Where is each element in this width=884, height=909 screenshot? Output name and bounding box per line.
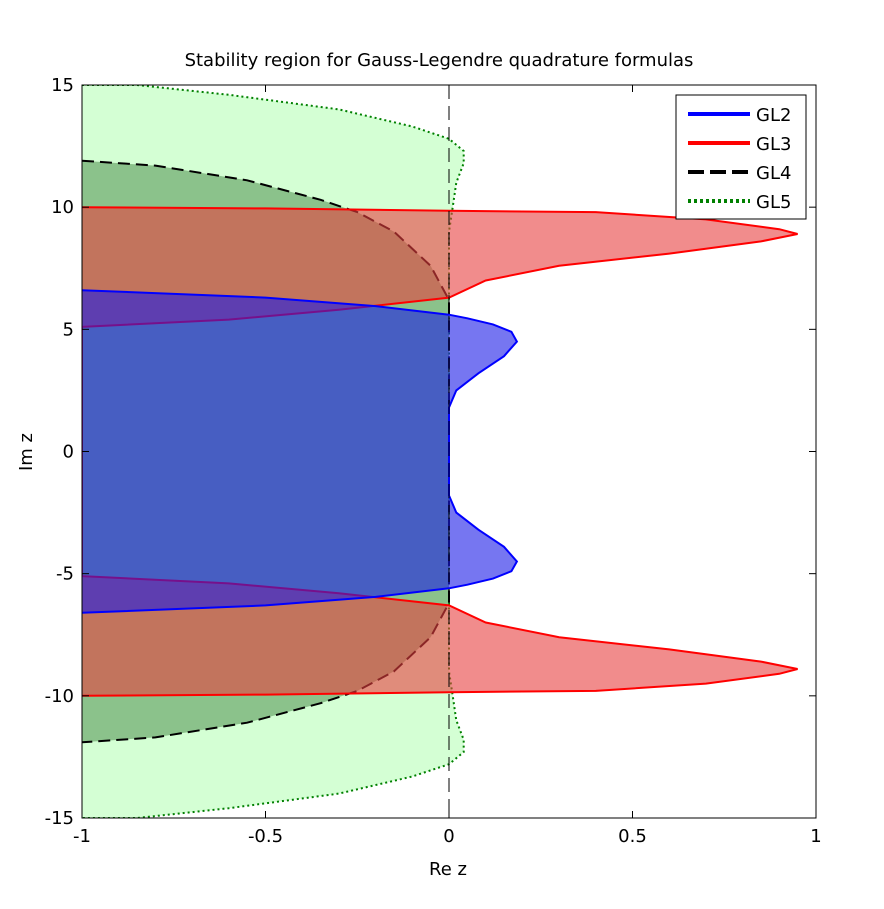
y-tick-label: 0 bbox=[63, 442, 74, 463]
gl2-region-fill bbox=[82, 290, 517, 613]
gl5-boundary-line bbox=[82, 85, 465, 818]
y-tick-label: 5 bbox=[63, 319, 74, 340]
x-tick-label: 0.5 bbox=[618, 826, 647, 847]
y-axis-label: Im z bbox=[16, 433, 37, 471]
y-tick-label: 15 bbox=[51, 75, 74, 96]
legend-label-gl5: GL5 bbox=[756, 192, 791, 213]
x-tick-label: 1 bbox=[810, 826, 821, 847]
x-tick-label: 0 bbox=[443, 826, 454, 847]
y-tick-label: -10 bbox=[45, 686, 74, 707]
axis-ticks: -1 -0.5 0 0.5 1 -15 -10 -5 0 5 10 15 bbox=[45, 75, 822, 847]
gl3-boundary-line bbox=[82, 206, 798, 697]
x-tick-label: -1 bbox=[73, 826, 91, 847]
legend-label-gl2: GL2 bbox=[756, 105, 791, 126]
x-axis-label: Re z bbox=[429, 859, 467, 880]
y-tick-label: 10 bbox=[51, 197, 74, 218]
x-tick-label: -0.5 bbox=[248, 826, 283, 847]
gl3-region-fill bbox=[82, 207, 798, 696]
stability-regions bbox=[82, 85, 798, 818]
y-tick-label: -15 bbox=[45, 808, 74, 829]
legend-label-gl4: GL4 bbox=[756, 163, 791, 184]
y-tick-label: -5 bbox=[56, 564, 74, 585]
chart-title: Stability region for Gauss-Legendre quad… bbox=[185, 50, 694, 71]
legend: GL2 GL3 GL4 GL5 bbox=[675, 94, 807, 220]
legend-label-gl3: GL3 bbox=[756, 134, 791, 155]
